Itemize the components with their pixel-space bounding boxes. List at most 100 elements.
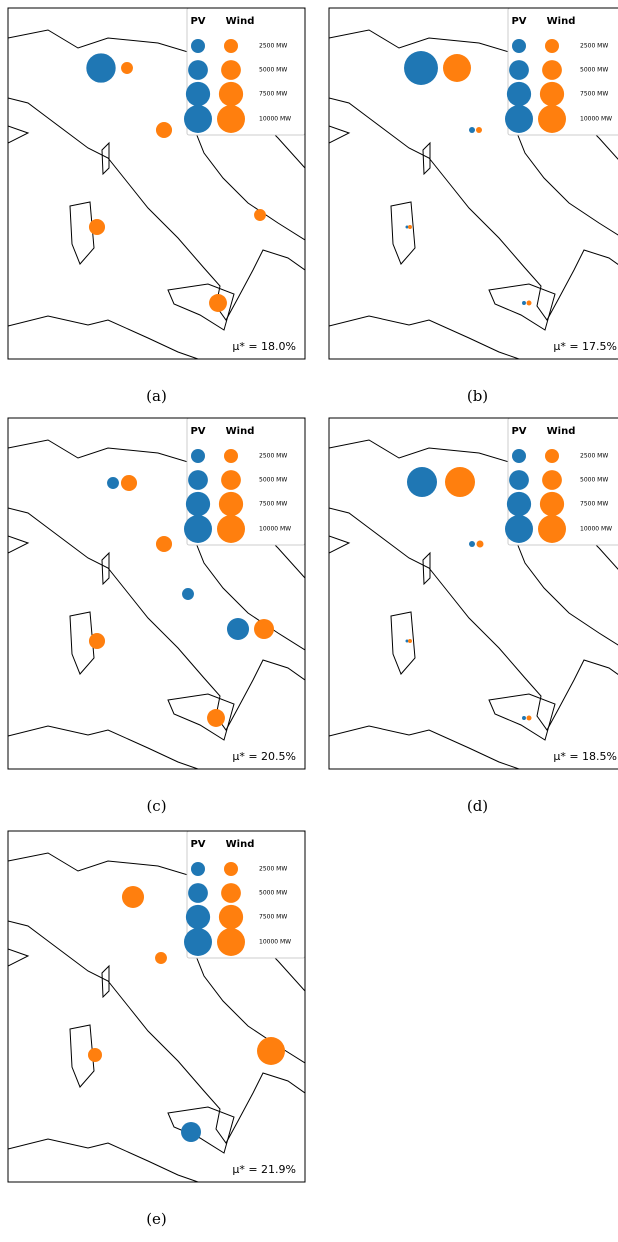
legend-bubble [188,883,208,903]
legend-bubble [224,449,238,463]
capacity-bubble [405,639,409,643]
legend-size-label: 7500 MW [259,914,287,921]
legend-size-label: 10000 MW [259,939,291,946]
capacity-bubble [443,54,471,82]
capacity-bubble [182,588,194,600]
capacity-bubble [107,477,119,489]
legend-bubble [184,928,212,956]
legend-size-label: 2500 MW [580,453,608,460]
annotation: μ* = 20.5% [232,750,296,763]
legend-header: PV [511,16,526,27]
legend-size-label: 7500 MW [580,91,608,98]
capacity-bubble [155,121,173,139]
legend-size-label: 10000 MW [580,526,612,533]
legend-bubble [217,105,245,133]
capacity-bubble [444,466,476,498]
legend-bubble [539,81,565,107]
capacity-bubble [155,535,173,553]
capacity-bubble [476,540,484,548]
legend-header: Wind [226,426,255,437]
panel-frame [7,830,306,1183]
legend-size-label: 2500 MW [259,866,287,873]
legend-bubble [539,491,565,517]
map-panel: PV Wind 2500 MW 5000 MW 7500 MW 10000 MW μ* = … [7,7,306,405]
legend-header: Wind [226,16,255,27]
legend-bubble [221,470,241,490]
capacity-bubble [408,639,412,643]
legend-bubble [217,515,245,543]
legend-header: PV [190,839,205,850]
map-panel: PV Wind 2500 MW 5000 MW 7500 MW 10000 MW μ* = … [328,7,618,405]
legend-bubble [505,105,533,133]
legend-bubble [191,39,205,53]
capacity-bubble [468,540,476,548]
capacity-bubble [155,952,167,964]
capacity-bubble [88,218,106,236]
legend-bubble [188,60,208,80]
legend-bubble [184,515,212,543]
capacity-bubble [526,715,532,721]
legend-bubble [512,39,526,53]
legend-bubble [538,515,566,543]
capacity-bubble [254,619,274,639]
legend-header: PV [190,426,205,437]
legend-size-label: 5000 MW [580,477,608,484]
annotation: μ* = 18.0% [232,340,296,353]
legend-header: PV [511,426,526,437]
legend-bubble [218,81,244,107]
legend-bubble [191,862,205,876]
legend-bubble [184,105,212,133]
legend-size-label: 5000 MW [259,67,287,74]
legend-bubble [538,105,566,133]
legend-header: Wind [226,839,255,850]
panel-caption: (a) [146,387,167,405]
legend-bubble [509,470,529,490]
legend-bubble [545,39,559,53]
legend-bubble [218,904,244,930]
capacity-bubble [404,51,438,85]
legend-bubble [542,470,562,490]
capacity-bubble [181,1122,201,1142]
legend-bubble [506,81,532,107]
capacity-bubble [86,53,116,83]
legend-size-label: 2500 MW [259,43,287,50]
panel-frame [7,417,306,770]
map-panel: PV Wind 2500 MW 5000 MW 7500 MW 10000 MW μ* = … [7,830,306,1228]
legend-size-label: 5000 MW [259,477,287,484]
legend-bubble [221,60,241,80]
legend-bubble [512,449,526,463]
annotation: μ* = 18.5% [553,750,617,763]
capacity-bubble [207,709,225,727]
legend-bubble [217,928,245,956]
legend-bubble [185,81,211,107]
legend-bubble [185,904,211,930]
legend-bubble [188,470,208,490]
panel-frame [328,417,618,770]
panel-caption: (d) [467,797,488,815]
legend-bubble [505,515,533,543]
legend-size-label: 5000 MW [580,67,608,74]
panel-caption: (c) [146,797,166,815]
legend-bubble [224,862,238,876]
map-panel: PV Wind 2500 MW 5000 MW 7500 MW 10000 MW μ* = … [328,417,618,815]
legend-bubble [506,491,532,517]
legend-size-label: 2500 MW [259,453,287,460]
annotation: μ* = 17.5% [553,340,617,353]
map-panel: PV Wind 2500 MW 5000 MW 7500 MW 10000 MW μ* = … [7,417,306,815]
legend-header: Wind [547,426,576,437]
capacity-bubble [257,1037,285,1065]
legend-bubble [224,39,238,53]
capacity-bubble [209,294,227,312]
capacity-bubble [526,300,532,306]
legend-bubble [185,491,211,517]
capacity-bubble [406,466,438,498]
capacity-bubble [475,126,483,134]
capacity-bubble [405,225,409,229]
capacity-bubble [121,62,133,74]
capacity-bubble [408,225,412,229]
legend-size-label: 7500 MW [580,501,608,508]
capacity-bubble [254,209,266,221]
legend-size-label: 5000 MW [259,890,287,897]
panel-caption: (e) [146,1210,167,1228]
